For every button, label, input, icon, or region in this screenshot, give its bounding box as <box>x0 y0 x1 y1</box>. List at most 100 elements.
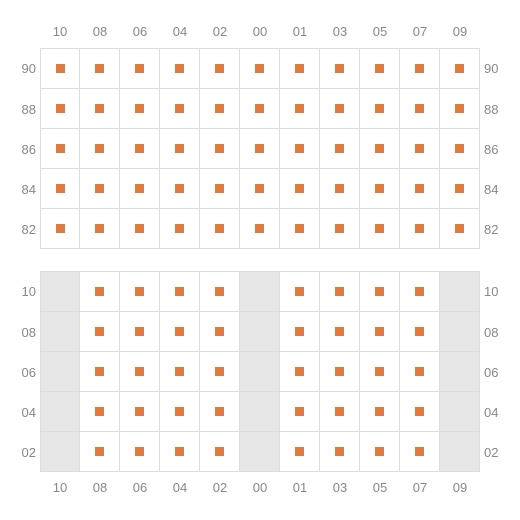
seat-cell[interactable] <box>80 49 120 89</box>
seat-cell[interactable] <box>40 129 80 169</box>
seat-cell[interactable] <box>360 129 400 169</box>
seat-cell-empty <box>440 352 480 392</box>
seat-cell[interactable] <box>400 392 440 432</box>
seat-cell[interactable] <box>360 169 400 209</box>
seat-cell[interactable] <box>360 432 400 472</box>
seat-cell[interactable] <box>200 432 240 472</box>
seat-cell[interactable] <box>360 352 400 392</box>
seat-cell[interactable] <box>40 89 80 129</box>
seat-cell[interactable] <box>360 392 400 432</box>
seat-cell[interactable] <box>200 392 240 432</box>
seat-cell[interactable] <box>80 432 120 472</box>
seat-cell[interactable] <box>200 272 240 312</box>
seat-cell[interactable] <box>80 312 120 352</box>
seat-cell[interactable] <box>440 89 480 129</box>
seat-cell[interactable] <box>400 49 440 89</box>
seat-cell[interactable] <box>360 49 400 89</box>
seat-cell[interactable] <box>360 312 400 352</box>
row-label-left: 82 <box>16 222 40 237</box>
seat-marker-icon <box>335 287 344 296</box>
seat-cell[interactable] <box>80 129 120 169</box>
seat-cell[interactable] <box>160 392 200 432</box>
seat-cell[interactable] <box>320 169 360 209</box>
seat-cell[interactable] <box>80 89 120 129</box>
seat-cell[interactable] <box>440 209 480 249</box>
seat-cell[interactable] <box>200 169 240 209</box>
seat-cell[interactable] <box>280 89 320 129</box>
seat-cell[interactable] <box>280 169 320 209</box>
seat-cell[interactable] <box>240 89 280 129</box>
seat-cell[interactable] <box>40 169 80 209</box>
seat-cell[interactable] <box>120 209 160 249</box>
seat-cell[interactable] <box>120 89 160 129</box>
seat-cell[interactable] <box>80 209 120 249</box>
seat-cell[interactable] <box>280 209 320 249</box>
seat-cell[interactable] <box>240 129 280 169</box>
seat-cell[interactable] <box>280 272 320 312</box>
seat-cell[interactable] <box>280 392 320 432</box>
seat-cell[interactable] <box>400 432 440 472</box>
seat-cell[interactable] <box>160 352 200 392</box>
seat-cell[interactable] <box>320 209 360 249</box>
seat-cell[interactable] <box>320 129 360 169</box>
col-label: 00 <box>240 22 280 42</box>
seat-cell[interactable] <box>160 169 200 209</box>
seat-cell[interactable] <box>200 89 240 129</box>
seat-cell[interactable] <box>80 392 120 432</box>
seat-cell[interactable] <box>120 169 160 209</box>
seat-cell[interactable] <box>160 209 200 249</box>
seat-cell[interactable] <box>120 352 160 392</box>
seat-cell[interactable] <box>320 272 360 312</box>
seat-cell[interactable] <box>400 272 440 312</box>
seat-cell[interactable] <box>120 49 160 89</box>
seat-cell[interactable] <box>120 392 160 432</box>
seat-cell[interactable] <box>160 312 200 352</box>
seat-cell[interactable] <box>320 49 360 89</box>
seat-cell[interactable] <box>320 392 360 432</box>
seat-cell[interactable] <box>120 312 160 352</box>
seat-cell[interactable] <box>80 169 120 209</box>
seat-cell[interactable] <box>200 312 240 352</box>
seat-cell[interactable] <box>40 49 80 89</box>
seat-cell[interactable] <box>160 49 200 89</box>
seat-cell[interactable] <box>80 352 120 392</box>
seat-cell[interactable] <box>320 312 360 352</box>
seat-cell[interactable] <box>120 272 160 312</box>
seat-cell[interactable] <box>320 432 360 472</box>
seat-cell[interactable] <box>360 209 400 249</box>
seat-cell[interactable] <box>280 129 320 169</box>
seat-cell[interactable] <box>440 49 480 89</box>
seat-cell[interactable] <box>80 272 120 312</box>
seat-cell[interactable] <box>280 312 320 352</box>
seat-cell[interactable] <box>440 169 480 209</box>
seat-cell[interactable] <box>120 129 160 169</box>
seat-cell[interactable] <box>400 129 440 169</box>
seat-cell[interactable] <box>200 49 240 89</box>
seat-cell[interactable] <box>240 49 280 89</box>
seat-cell[interactable] <box>440 129 480 169</box>
seat-cell[interactable] <box>280 352 320 392</box>
seat-cell[interactable] <box>200 129 240 169</box>
seat-cell[interactable] <box>320 352 360 392</box>
seat-cell[interactable] <box>400 169 440 209</box>
seat-cell[interactable] <box>40 209 80 249</box>
seat-cell[interactable] <box>400 312 440 352</box>
seat-cell[interactable] <box>160 129 200 169</box>
seat-cell[interactable] <box>320 89 360 129</box>
seat-cell[interactable] <box>200 352 240 392</box>
seat-cell[interactable] <box>240 209 280 249</box>
seat-cell[interactable] <box>360 89 400 129</box>
seat-cell[interactable] <box>400 352 440 392</box>
seat-cell[interactable] <box>400 209 440 249</box>
seat-cell[interactable] <box>280 432 320 472</box>
seat-cell[interactable] <box>360 272 400 312</box>
seat-cell[interactable] <box>160 89 200 129</box>
seat-cell[interactable] <box>160 272 200 312</box>
col-label: 03 <box>320 22 360 42</box>
seat-cell[interactable] <box>400 89 440 129</box>
seat-cell[interactable] <box>200 209 240 249</box>
seat-cell[interactable] <box>160 432 200 472</box>
seat-cell[interactable] <box>120 432 160 472</box>
seat-cell[interactable] <box>280 49 320 89</box>
seat-cell[interactable] <box>240 169 280 209</box>
